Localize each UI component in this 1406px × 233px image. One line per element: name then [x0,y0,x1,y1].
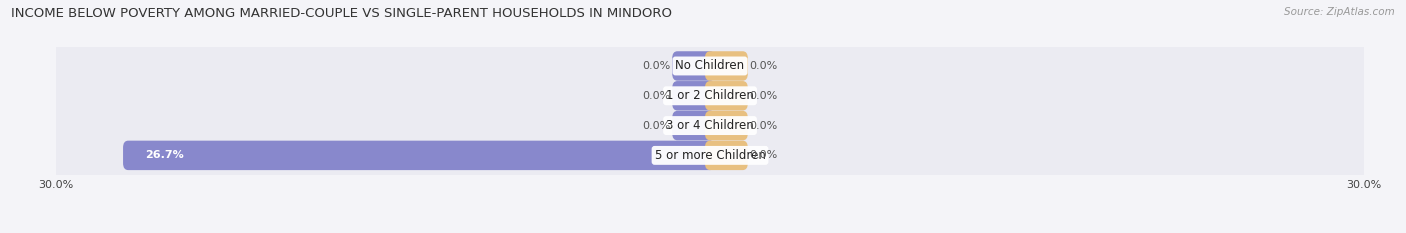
FancyBboxPatch shape [124,141,716,170]
Text: No Children: No Children [675,59,745,72]
Text: 5 or more Children: 5 or more Children [655,149,765,162]
Text: INCOME BELOW POVERTY AMONG MARRIED-COUPLE VS SINGLE-PARENT HOUSEHOLDS IN MINDORO: INCOME BELOW POVERTY AMONG MARRIED-COUPL… [11,7,672,20]
Text: 0.0%: 0.0% [643,120,671,130]
Text: 0.0%: 0.0% [643,91,671,101]
Text: 0.0%: 0.0% [749,150,778,160]
FancyBboxPatch shape [672,111,716,140]
Text: 1 or 2 Children: 1 or 2 Children [666,89,754,102]
Text: 0.0%: 0.0% [749,120,778,130]
FancyBboxPatch shape [704,141,748,170]
FancyBboxPatch shape [48,43,1372,89]
Text: 26.7%: 26.7% [146,150,184,160]
FancyBboxPatch shape [672,81,716,110]
Text: 0.0%: 0.0% [749,61,778,71]
FancyBboxPatch shape [704,111,748,140]
Text: Source: ZipAtlas.com: Source: ZipAtlas.com [1284,7,1395,17]
FancyBboxPatch shape [704,81,748,110]
FancyBboxPatch shape [48,103,1372,148]
FancyBboxPatch shape [672,51,716,81]
Text: 0.0%: 0.0% [643,61,671,71]
Text: 3 or 4 Children: 3 or 4 Children [666,119,754,132]
FancyBboxPatch shape [48,133,1372,178]
Text: 0.0%: 0.0% [749,91,778,101]
FancyBboxPatch shape [704,51,748,81]
FancyBboxPatch shape [48,73,1372,118]
